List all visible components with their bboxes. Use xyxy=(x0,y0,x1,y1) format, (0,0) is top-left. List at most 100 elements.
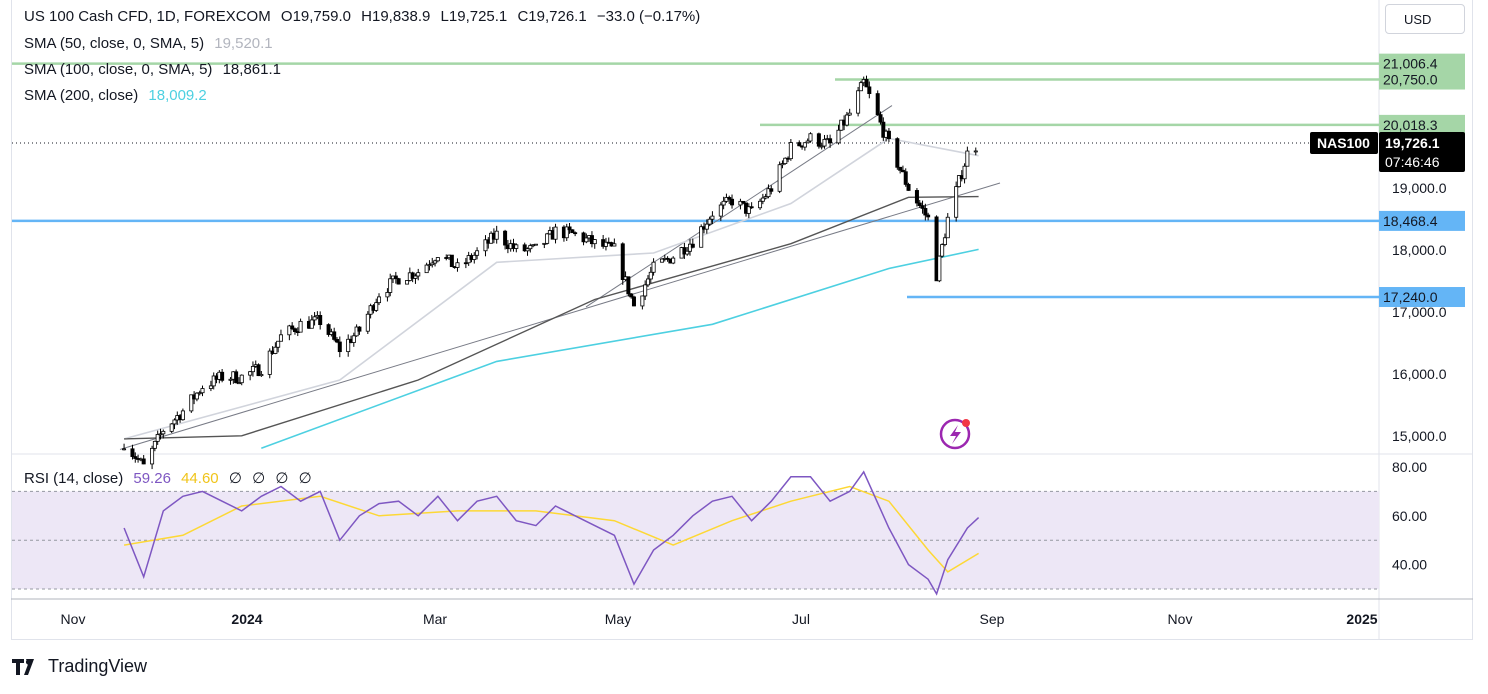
candle-body xyxy=(710,215,715,220)
time-tick-label: Nov xyxy=(61,611,86,627)
tradingview-logo[interactable]: TradingView xyxy=(12,656,147,677)
candle-body xyxy=(334,339,339,343)
currency-button[interactable]: USD xyxy=(1385,4,1465,34)
rsi-extra-4: ∅ xyxy=(298,470,312,487)
candle-body xyxy=(718,204,723,217)
sma100-label: SMA (100, close, 0, SMA, 5) xyxy=(24,61,213,78)
symbol-legend[interactable]: US 100 Cash CFD, 1D, FOREXCOM O19,759.0 … xyxy=(24,8,706,25)
candle-body xyxy=(475,250,480,256)
candle-body xyxy=(374,302,379,311)
candle-body xyxy=(584,237,589,243)
candle-body xyxy=(455,262,460,268)
candle-body xyxy=(805,140,810,144)
candle-body xyxy=(220,371,225,381)
candle-body xyxy=(278,334,283,342)
candle-body xyxy=(954,186,959,218)
candle-body xyxy=(197,392,202,395)
level-price-tag xyxy=(1379,287,1465,308)
candle-body xyxy=(802,142,807,148)
rsi-label: RSI (14, close) xyxy=(24,470,124,487)
sma50-value: 19,520.1 xyxy=(214,35,273,52)
candle-body xyxy=(141,458,146,465)
candle-body xyxy=(914,190,919,204)
candle-body xyxy=(248,371,253,376)
symbol-line: US 100 Cash CFD, 1D, FOREXCOM xyxy=(24,8,271,25)
candle-body xyxy=(567,226,572,231)
candle-body xyxy=(435,257,440,262)
trendline xyxy=(585,105,893,308)
rsi-value: 59.26 xyxy=(133,470,171,487)
candle-body xyxy=(525,248,530,252)
candle-body xyxy=(758,200,763,209)
candle-body xyxy=(766,188,771,198)
level-price-tag xyxy=(1379,69,1465,90)
candle-body xyxy=(962,165,967,180)
candle-body xyxy=(828,138,833,144)
time-tick-label: Mar xyxy=(423,611,447,627)
level-price-label: 20,018.3 xyxy=(1383,117,1438,133)
rsi-extra-2: ∅ xyxy=(252,470,266,487)
open-value: O19,759.0 xyxy=(280,8,351,25)
candle-body xyxy=(309,319,314,329)
candle-body xyxy=(856,90,861,114)
notification-dot-icon xyxy=(962,419,970,427)
candle-body xyxy=(393,275,398,280)
price-tick-label: 17,000.0 xyxy=(1392,304,1447,320)
rsi-ma-value: 44.60 xyxy=(181,470,219,487)
level-price-label: 18,468.4 xyxy=(1383,213,1438,229)
candle-body xyxy=(934,216,939,282)
trendline xyxy=(119,182,1001,450)
rsi-line xyxy=(123,470,980,596)
candle-body xyxy=(942,237,947,245)
sma50-legend[interactable]: SMA (50, close, 0, SMA, 5) 19,520.1 xyxy=(24,35,279,52)
candle-body xyxy=(906,184,911,191)
candle-body xyxy=(864,79,869,88)
candle-body xyxy=(573,232,578,235)
rsi-legend[interactable]: RSI (14, close) 59.26 44.60 ∅ ∅ ∅ ∅ xyxy=(24,469,318,487)
candle-body xyxy=(158,433,163,436)
candle-body xyxy=(886,130,891,140)
level-price-tag xyxy=(1379,114,1465,135)
candle-body xyxy=(816,133,821,147)
candle-body xyxy=(292,328,297,332)
candle-body xyxy=(234,371,239,384)
candle-body xyxy=(685,250,690,255)
candle-body xyxy=(956,175,961,188)
candle-body xyxy=(514,244,519,249)
candle-body xyxy=(427,264,432,267)
level-price-label: 17,240.0 xyxy=(1383,289,1438,305)
candle-body xyxy=(133,456,138,459)
last-price-tag xyxy=(1379,131,1465,172)
candle-body xyxy=(847,112,852,116)
last-price-label: 19,726.1 xyxy=(1385,135,1440,151)
candle-body xyxy=(898,166,903,171)
candle-body xyxy=(200,388,205,394)
candle-body xyxy=(424,264,429,274)
sma50-label: SMA (50, close, 0, SMA, 5) xyxy=(24,35,205,52)
price-tick-label: 15,000.0 xyxy=(1392,428,1447,444)
candle-body xyxy=(760,197,765,202)
candle-body xyxy=(727,197,732,200)
candle-body xyxy=(150,447,155,465)
high-value: H19,838.9 xyxy=(361,8,431,25)
candle-body xyxy=(926,214,931,218)
candle-body xyxy=(741,200,746,204)
candle-body xyxy=(659,258,664,263)
candle-body xyxy=(318,315,323,326)
chart-frame xyxy=(11,0,1473,640)
candle-body xyxy=(780,163,785,166)
sma100-legend[interactable]: SMA (100, close, 0, SMA, 5) 18,861.1 xyxy=(24,61,287,78)
candle-body xyxy=(250,365,255,373)
candle-body xyxy=(155,434,160,442)
candle-body xyxy=(503,230,508,246)
sma200-legend[interactable]: SMA (200, close) 18,009.2 xyxy=(24,87,213,104)
candle-body xyxy=(923,208,928,216)
candle-body xyxy=(721,200,726,206)
sma200-value: 18,009.2 xyxy=(148,87,207,104)
candle-body xyxy=(917,202,922,207)
candle-body xyxy=(189,394,194,412)
candle-body xyxy=(867,86,872,94)
candle-body xyxy=(388,278,393,293)
candle-body xyxy=(346,338,351,353)
